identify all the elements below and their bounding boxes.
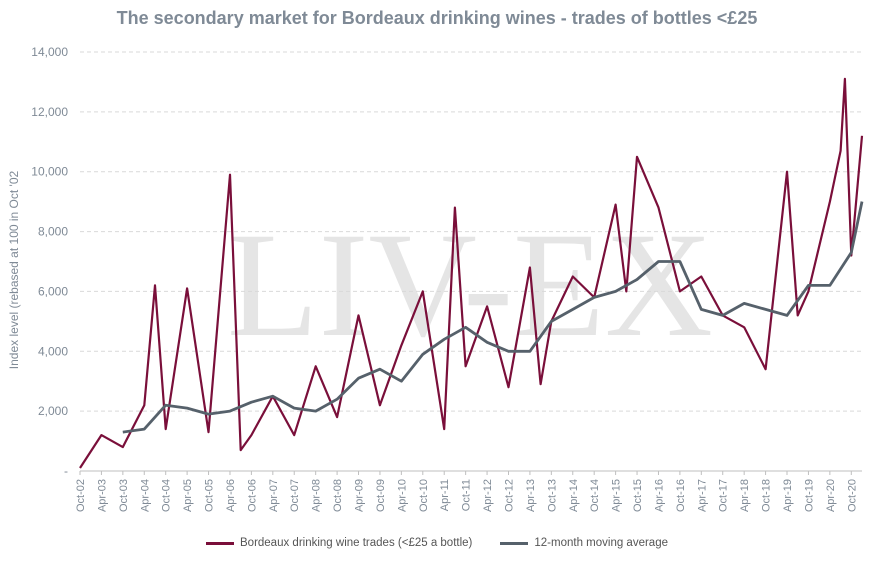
x-tick-label: Apr-09 [354,479,366,512]
y-tick-label: 14,000 [31,45,68,59]
x-tick-label: Apr-15 [611,479,623,512]
x-tick-label: Apr-07 [268,479,280,512]
chart-title: The secondary market for Bordeaux drinki… [116,8,758,28]
legend-item-moving-average: 12-month moving average [500,537,668,549]
legend-label-trades: Bordeaux drinking wine trades (<£25 a bo… [240,537,473,549]
x-tick-label: Oct-16 [675,479,687,512]
x-tick-label: Oct-08 [332,479,344,512]
x-tick-label: Apr-19 [782,479,794,512]
legend: Bordeaux drinking wine trades (<£25 a bo… [0,537,874,549]
legend-label-moving-average: 12-month moving average [534,537,668,549]
x-tick-label: Apr-12 [482,479,494,512]
x-tick-label: Oct-07 [289,479,301,512]
series-line-moving-average [122,201,864,434]
x-tick-label: Oct-17 [718,479,730,512]
x-tick-label: Oct-02 [75,479,87,512]
legend-swatch-moving-average [500,541,529,545]
x-tick-label: Oct-14 [589,479,601,512]
x-tick-label: Apr-18 [739,479,751,512]
x-tick-label: Oct-10 [418,479,430,512]
x-tick-label: Oct-20 [846,479,858,512]
legend-swatch-trades [206,541,234,545]
x-tick-label: Apr-16 [653,479,665,512]
y-tick-label: 10,000 [31,165,68,179]
x-tick-label: Apr-20 [825,479,837,512]
x-tick-label: Apr-08 [311,479,323,512]
x-tick-label: Oct-06 [246,479,258,512]
x-tick-label: Apr-04 [139,479,151,512]
y-tick-label: 6,000 [38,284,68,298]
x-tick-label: Apr-14 [568,479,580,512]
x-tick-label: Oct-18 [761,479,773,512]
x-tick-label: Oct-03 [118,479,130,512]
x-tick-label: Oct-11 [461,479,473,511]
x-tick-label: Apr-03 [96,479,108,512]
y-tick-label: 12,000 [31,105,68,119]
x-tick-label: Apr-11 [439,479,451,511]
x-tick-label: Oct-15 [632,479,644,512]
x-tick-label: Oct-09 [375,479,387,512]
x-tick-label: Oct-05 [204,479,216,512]
x-tick-label: Oct-12 [503,479,515,512]
x-tick-label: Oct-04 [161,479,173,512]
y-tick-label: 2,000 [38,404,68,418]
x-tick-label: Oct-19 [803,479,815,512]
x-tick-label: Oct-13 [546,479,558,512]
watermark: LIV-EX [227,202,713,368]
y-tick-label: 4,000 [38,344,68,358]
legend-item-trades: Bordeaux drinking wine trades (<£25 a bo… [206,537,472,549]
x-tick-label: Apr-10 [396,479,408,512]
x-tick-label: Apr-06 [225,479,237,512]
x-tick-label: Apr-13 [525,479,537,512]
y-tick-label: - [64,464,68,478]
y-tick-label: 8,000 [38,225,68,239]
x-tick-label: Apr-17 [696,479,708,512]
x-tick-label: Apr-05 [182,479,194,512]
